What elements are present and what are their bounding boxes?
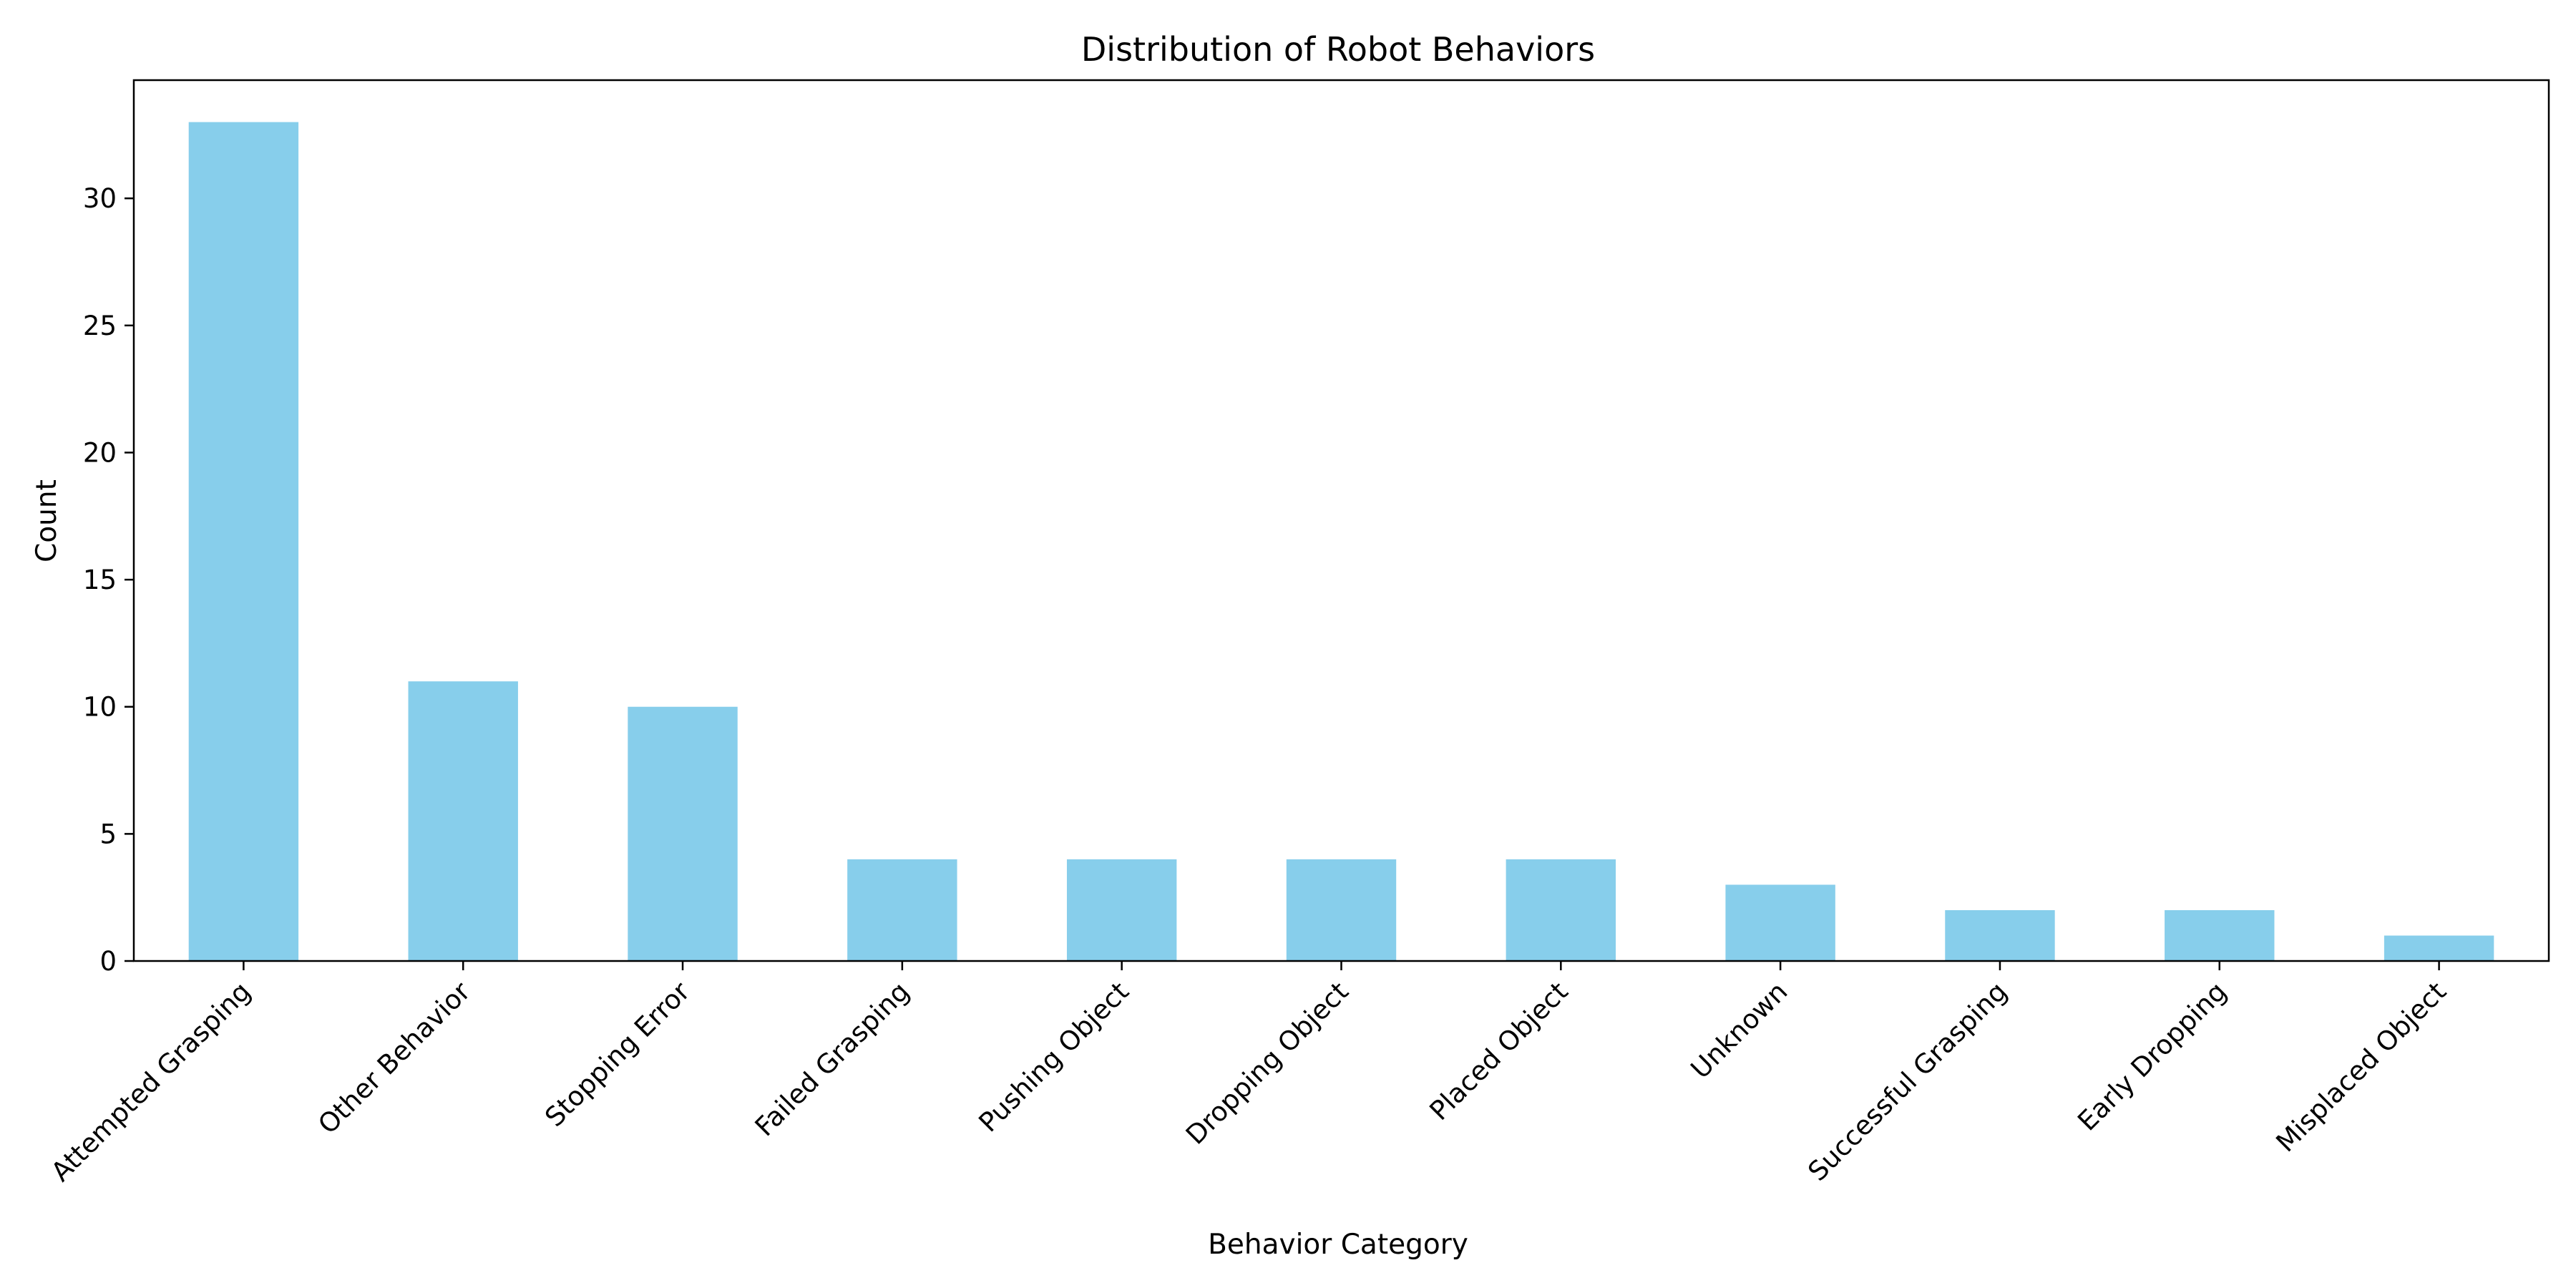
bar [1945, 909, 2055, 961]
bar [408, 681, 518, 961]
x-axis: Attempted Grasping Other Behavior Stopping… [45, 961, 2452, 1188]
x-tick-label: Unknown [1685, 976, 1794, 1085]
y-tick-label: 25 [83, 311, 117, 341]
x-axis-label: Behavior Category [1208, 1229, 1468, 1261]
x-tick-label: Failed Grasping [749, 976, 915, 1142]
bar [2165, 909, 2275, 961]
x-tick-label: Successful Grasping [1802, 976, 2013, 1187]
x-tick-label: Stopping Error [539, 975, 696, 1133]
y-tick-label: 30 [83, 183, 117, 214]
x-tick-label: Other Behavior [312, 975, 477, 1140]
x-tick-label: Dropping Object [1180, 976, 1355, 1151]
bar [1286, 859, 1397, 961]
y-tick-label: 15 [83, 565, 117, 595]
bar [847, 859, 957, 961]
y-tick-label: 0 [99, 946, 117, 977]
x-tick-label: Misplaced Object [2270, 976, 2452, 1158]
bar [1066, 859, 1177, 961]
y-tick-label: 10 [83, 692, 117, 723]
y-axis: 0 5 10 15 20 25 30 [83, 183, 134, 977]
y-tick-label: 20 [83, 437, 117, 468]
plot-frame [132, 79, 2550, 962]
y-tick-label: 5 [99, 819, 117, 849]
bar [1725, 884, 1835, 961]
bars-group [188, 122, 2494, 962]
bar [1506, 859, 1616, 961]
chart-title: Distribution of Robot Behaviors [1081, 30, 1595, 69]
bar [2384, 935, 2494, 961]
x-tick-label: Early Dropping [2072, 976, 2233, 1137]
x-tick-label: Placed Object [1424, 976, 1574, 1126]
bar [188, 122, 299, 962]
bar [628, 706, 738, 961]
y-axis-label: Count [31, 479, 63, 562]
x-tick-label: Attempted Grasping [45, 976, 257, 1188]
x-tick-label: Pushing Object [973, 976, 1136, 1138]
